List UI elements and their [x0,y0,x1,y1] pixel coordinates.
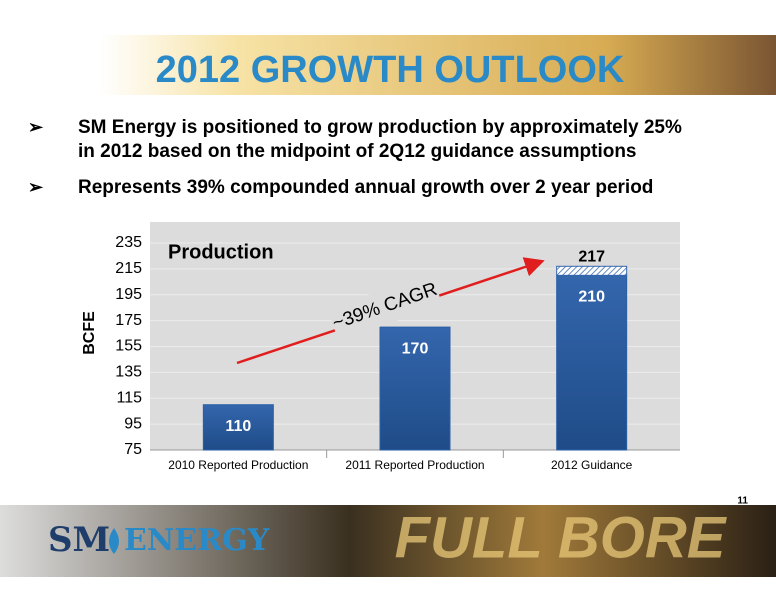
chart-annotation: Production [168,241,274,263]
y-tick-label: 195 [115,286,142,303]
y-tick-label: 235 [115,234,142,251]
y-tick-label: 115 [116,389,142,406]
footer-banner: FULL BORE [395,505,728,570]
bullet-marker: ➢ [28,117,44,137]
data-label: 210 [578,289,605,306]
logo-left: SM [48,520,110,560]
page-number: 11 [737,496,748,507]
arrow-label-bg [327,273,443,341]
x-tick-label: 2010 Reported Production [168,458,308,472]
bar [379,326,451,451]
y-tick-label: 175 [115,312,142,329]
data-label: 170 [402,340,429,357]
y-tick-label: 215 [115,260,142,277]
title-band [100,35,776,95]
y-tick-label: 155 [115,338,142,355]
logo-flame [109,528,119,554]
data-label: 110 [225,418,251,435]
bullet: SM Energy is positioned to grow producti… [78,117,682,138]
bullet: Represents 39% compounded annual growth … [78,177,653,198]
x-tick-label: 2011 Reported Production [345,458,484,472]
data-label: 217 [578,249,605,266]
guidance-range [556,265,628,276]
bullet: in 2012 based on the midpoint of 2Q12 gu… [78,141,637,162]
chart: 75 95 115 135 155 175 195 215 235 2010 Reported P… [115,234,680,472]
bar [556,274,628,451]
y-tick-label: 75 [124,441,142,458]
bullet-marker: ➢ [28,177,44,197]
y-axis-label: BCFE [81,311,98,355]
slide-title: 2012 GROWTH OUTLOOK [156,49,625,91]
bar [202,404,274,451]
y-tick-label: 135 [115,364,142,381]
logo-right: ENERGY [124,523,270,558]
footer-band [0,505,776,577]
x-tick-label: 2012 Guidance [551,458,633,472]
y-tick-label: 95 [124,415,142,432]
